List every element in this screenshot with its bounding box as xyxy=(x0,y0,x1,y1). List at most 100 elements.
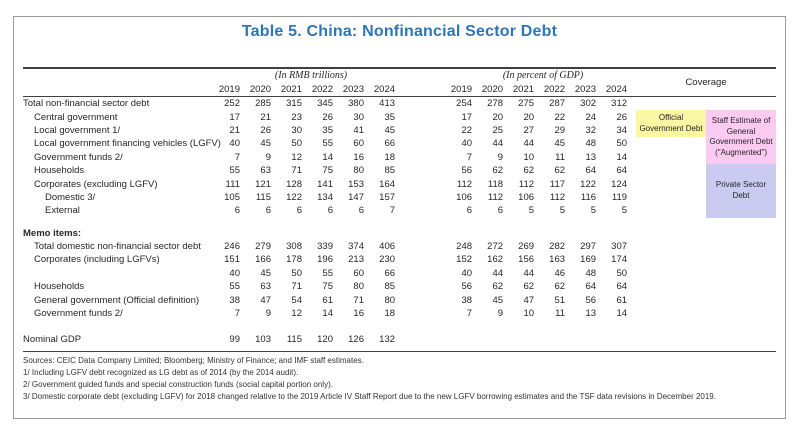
table-row: General government (Official definition)… xyxy=(23,293,776,306)
value-cell: 66 xyxy=(384,138,396,150)
value-cell: 38 xyxy=(461,294,473,306)
value-cell: 312 xyxy=(611,98,628,110)
footnote-1: 1/ Including LGFV debt recognized as LG … xyxy=(23,368,299,377)
table-row: Households 55 63 71 75 80 85 56 62 62 62 64 64 xyxy=(23,280,776,293)
spacer-cell xyxy=(404,307,450,320)
year-header: 2020 xyxy=(481,83,504,95)
value-cell: 56 xyxy=(461,165,473,177)
value-cell: 112 xyxy=(518,178,535,190)
value-cell: 62 xyxy=(523,281,535,293)
spacer xyxy=(404,82,450,97)
value-cell: 11 xyxy=(555,308,566,320)
spacer-cell xyxy=(404,280,450,293)
value-cell: 7 xyxy=(234,151,240,163)
coverage-header: Coverage xyxy=(685,77,727,88)
value-cell: 254 xyxy=(456,98,473,110)
value-cell: 285 xyxy=(255,98,271,110)
value-cell: 40 xyxy=(229,138,240,150)
value-cell: 103 xyxy=(255,334,271,346)
value-cell: 60 xyxy=(353,138,364,150)
value-cell: 25 xyxy=(492,124,504,136)
row-label: Memo items: xyxy=(23,227,82,239)
value-cell: 14 xyxy=(322,151,333,163)
value-cell: 121 xyxy=(255,178,271,190)
value-cell: 64 xyxy=(585,165,597,177)
row-label: Total non-financial sector debt xyxy=(23,98,150,110)
value-cell: 13 xyxy=(585,151,597,163)
value-cell: 56 xyxy=(461,281,473,293)
value-cell: 106 xyxy=(518,191,535,203)
value-cell: 20 xyxy=(492,111,504,123)
value-cell xyxy=(342,227,373,240)
spacer-cell xyxy=(404,191,450,204)
value-cell: 12 xyxy=(291,308,302,320)
table-row: Total domestic non-financial sector debt… xyxy=(23,240,776,253)
value-cell: 112 xyxy=(549,191,566,203)
value-cell: 14 xyxy=(616,308,628,320)
value-cell: 7 xyxy=(466,151,473,163)
value-cell: 111 xyxy=(225,178,240,190)
value-cell: 32 xyxy=(585,124,597,136)
value-cell: 47 xyxy=(523,294,535,306)
value-cell: 374 xyxy=(348,241,364,253)
value-cell xyxy=(605,227,636,240)
value-cell: 85 xyxy=(384,281,396,293)
value-cell: 315 xyxy=(286,98,302,110)
value-cell xyxy=(218,227,249,240)
value-cell: 55 xyxy=(229,165,240,177)
value-cell: 297 xyxy=(580,241,597,253)
row-label: External xyxy=(45,205,80,217)
value-cell: 55 xyxy=(322,267,333,279)
unit-group-gdp: (In percent of GDP) xyxy=(502,70,584,81)
value-cell: 6 xyxy=(497,205,504,217)
year-header: 2023 xyxy=(342,83,364,95)
value-cell: 17 xyxy=(461,111,473,123)
value-cell: 60 xyxy=(353,267,364,279)
value-cell: 20 xyxy=(523,111,535,123)
value-cell: 213 xyxy=(348,254,364,266)
value-cell: 105 xyxy=(224,191,240,203)
value-cell: 62 xyxy=(554,165,566,177)
value-cell: 38 xyxy=(229,294,240,306)
value-cell: 64 xyxy=(616,281,628,293)
value-cell: 45 xyxy=(260,138,271,150)
value-cell: 112 xyxy=(456,178,473,190)
spacer-cell xyxy=(404,333,450,346)
value-cell: 44 xyxy=(492,138,504,150)
table-title: Table 5. China: Nonfinancial Sector Debt xyxy=(241,23,558,40)
value-cell: 64 xyxy=(585,281,597,293)
value-cell: 5 xyxy=(559,205,566,217)
row-label: General government (Official definition) xyxy=(34,294,200,306)
value-cell: 122 xyxy=(286,191,302,203)
value-cell: 50 xyxy=(616,267,628,279)
value-cell: 151 xyxy=(224,254,240,266)
value-cell: 61 xyxy=(322,294,333,306)
value-cell: 132 xyxy=(379,334,396,346)
table-frame: Table 5. China: Nonfinancial Sector Debt… xyxy=(13,16,786,419)
value-cell: 141 xyxy=(317,178,333,190)
label-col-header xyxy=(23,68,218,82)
value-cell: 64 xyxy=(616,165,628,177)
value-cell: 80 xyxy=(384,294,396,306)
value-cell xyxy=(574,333,605,346)
gap-cell xyxy=(23,320,776,333)
table-row: Memo items: xyxy=(23,227,776,240)
value-cell: 30 xyxy=(353,111,364,123)
value-cell: 40 xyxy=(461,138,473,150)
spacer-cell xyxy=(404,97,450,111)
value-cell: 307 xyxy=(611,241,628,253)
value-cell: 45 xyxy=(260,267,271,279)
value-cell: 50 xyxy=(291,138,302,150)
row-label xyxy=(23,267,218,280)
value-cell: 308 xyxy=(286,241,302,253)
year-header: 2024 xyxy=(373,83,396,95)
value-cell: 134 xyxy=(317,191,333,203)
value-cell: 196 xyxy=(317,254,333,266)
value-cell: 169 xyxy=(580,254,597,266)
value-cell: 16 xyxy=(353,308,364,320)
value-cell: 10 xyxy=(523,151,535,163)
coverage-empty-cell xyxy=(636,164,706,218)
gap-row xyxy=(23,347,776,352)
value-cell: 41 xyxy=(353,124,364,136)
